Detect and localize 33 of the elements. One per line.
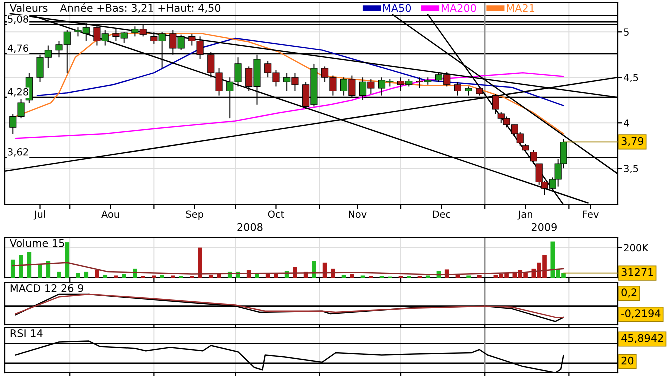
ref-line-label: 4,76	[8, 44, 28, 54]
text: 2008	[238, 223, 263, 232]
chart-title: Volume 15	[10, 239, 64, 248]
text: -0,2194	[622, 310, 661, 319]
legend-title: Valeurs	[10, 4, 48, 12]
annotation: 3,79	[622, 137, 644, 146]
legend-label: MA50	[383, 4, 412, 12]
annotation: 31271	[622, 268, 654, 276]
chart-title: RSI 14	[10, 330, 43, 338]
x-tick-label: Aou	[102, 210, 120, 218]
x-tick-label: Dec	[433, 210, 450, 218]
y-tick-label: 5	[624, 28, 629, 36]
x-tick-label: Oct	[268, 210, 284, 218]
ref-line-label: 4,28	[8, 88, 28, 97]
chart-title: MACD 12 26 9	[10, 284, 84, 292]
annotation: Année +Bas: 3,21 +Haut: 4,50	[60, 4, 221, 14]
x-tick-label: Sep	[186, 210, 204, 220]
x-tick-label: Jan	[518, 210, 532, 220]
text: 0,2	[622, 288, 637, 298]
ref-line-label: 5,08	[8, 16, 28, 24]
x-tick-label: Nov	[349, 210, 367, 218]
text: 45,8942	[622, 334, 664, 344]
y-tick-label: 3,5	[624, 165, 638, 174]
text: 2009	[532, 223, 557, 232]
y-tick-label: 4,5	[624, 74, 638, 82]
x-tick-label: Jul	[34, 210, 46, 220]
ref-line-label: 3,62	[8, 148, 28, 157]
legend-label: MA200	[442, 4, 476, 12]
x-tick-label: Fev	[583, 210, 599, 218]
y-tick-label: 4	[624, 120, 630, 127]
y-tick-label: 200K	[624, 244, 649, 252]
legend-label: MA21	[507, 4, 535, 12]
text: 20	[622, 356, 634, 365]
